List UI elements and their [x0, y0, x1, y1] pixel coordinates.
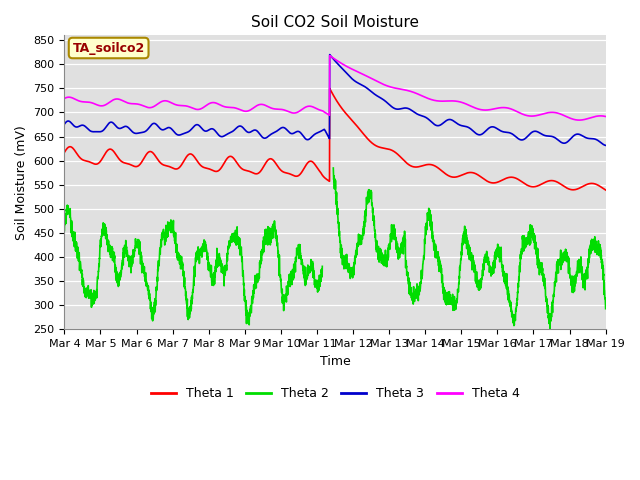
Theta 2: [154, 266, 162, 272]
Theta 4: [61, 96, 68, 101]
Theta 4: [591, 114, 599, 120]
Theta 2: [533, 255, 541, 261]
Theta 4: [575, 117, 583, 123]
Theta 1: [602, 187, 609, 193]
Theta 1: [292, 173, 300, 179]
Theta 3: [122, 123, 130, 129]
Theta 3: [268, 131, 276, 137]
Theta 3: [602, 143, 609, 148]
Theta 4: [533, 113, 541, 119]
Theta 3: [533, 129, 541, 134]
Theta 4: [122, 99, 130, 105]
Theta 1: [61, 149, 68, 155]
Theta 3: [292, 130, 300, 135]
Theta 2: [591, 250, 599, 255]
Theta 2: [122, 246, 130, 252]
Theta 4: [326, 53, 333, 59]
Theta 2: [61, 228, 68, 233]
Theta 4: [268, 106, 276, 111]
Line: Theta 2: Theta 2: [65, 168, 605, 329]
Y-axis label: Soil Moisture (mV): Soil Moisture (mV): [15, 125, 28, 240]
Legend: Theta 1, Theta 2, Theta 3, Theta 4: Theta 1, Theta 2, Theta 3, Theta 4: [145, 383, 525, 406]
Line: Theta 3: Theta 3: [65, 55, 605, 145]
Theta 3: [326, 52, 333, 58]
Theta 3: [591, 136, 599, 142]
Line: Theta 4: Theta 4: [65, 56, 605, 120]
Theta 2: [268, 229, 276, 235]
Theta 4: [602, 114, 609, 120]
Title: Soil CO2 Soil Moisture: Soil CO2 Soil Moisture: [251, 15, 419, 30]
Theta 4: [292, 110, 300, 116]
Theta 1: [122, 160, 130, 166]
Theta 1: [326, 85, 333, 91]
Line: Theta 1: Theta 1: [65, 88, 605, 190]
Theta 2: [292, 269, 300, 275]
Theta 3: [154, 124, 162, 130]
Theta 1: [268, 156, 276, 162]
Theta 1: [154, 157, 162, 163]
X-axis label: Time: Time: [319, 355, 350, 368]
Theta 1: [533, 183, 541, 189]
Theta 1: [591, 181, 599, 187]
Text: TA_soilco2: TA_soilco2: [72, 41, 145, 55]
Theta 4: [154, 101, 162, 107]
Theta 2: [602, 306, 609, 312]
Theta 3: [61, 121, 68, 127]
